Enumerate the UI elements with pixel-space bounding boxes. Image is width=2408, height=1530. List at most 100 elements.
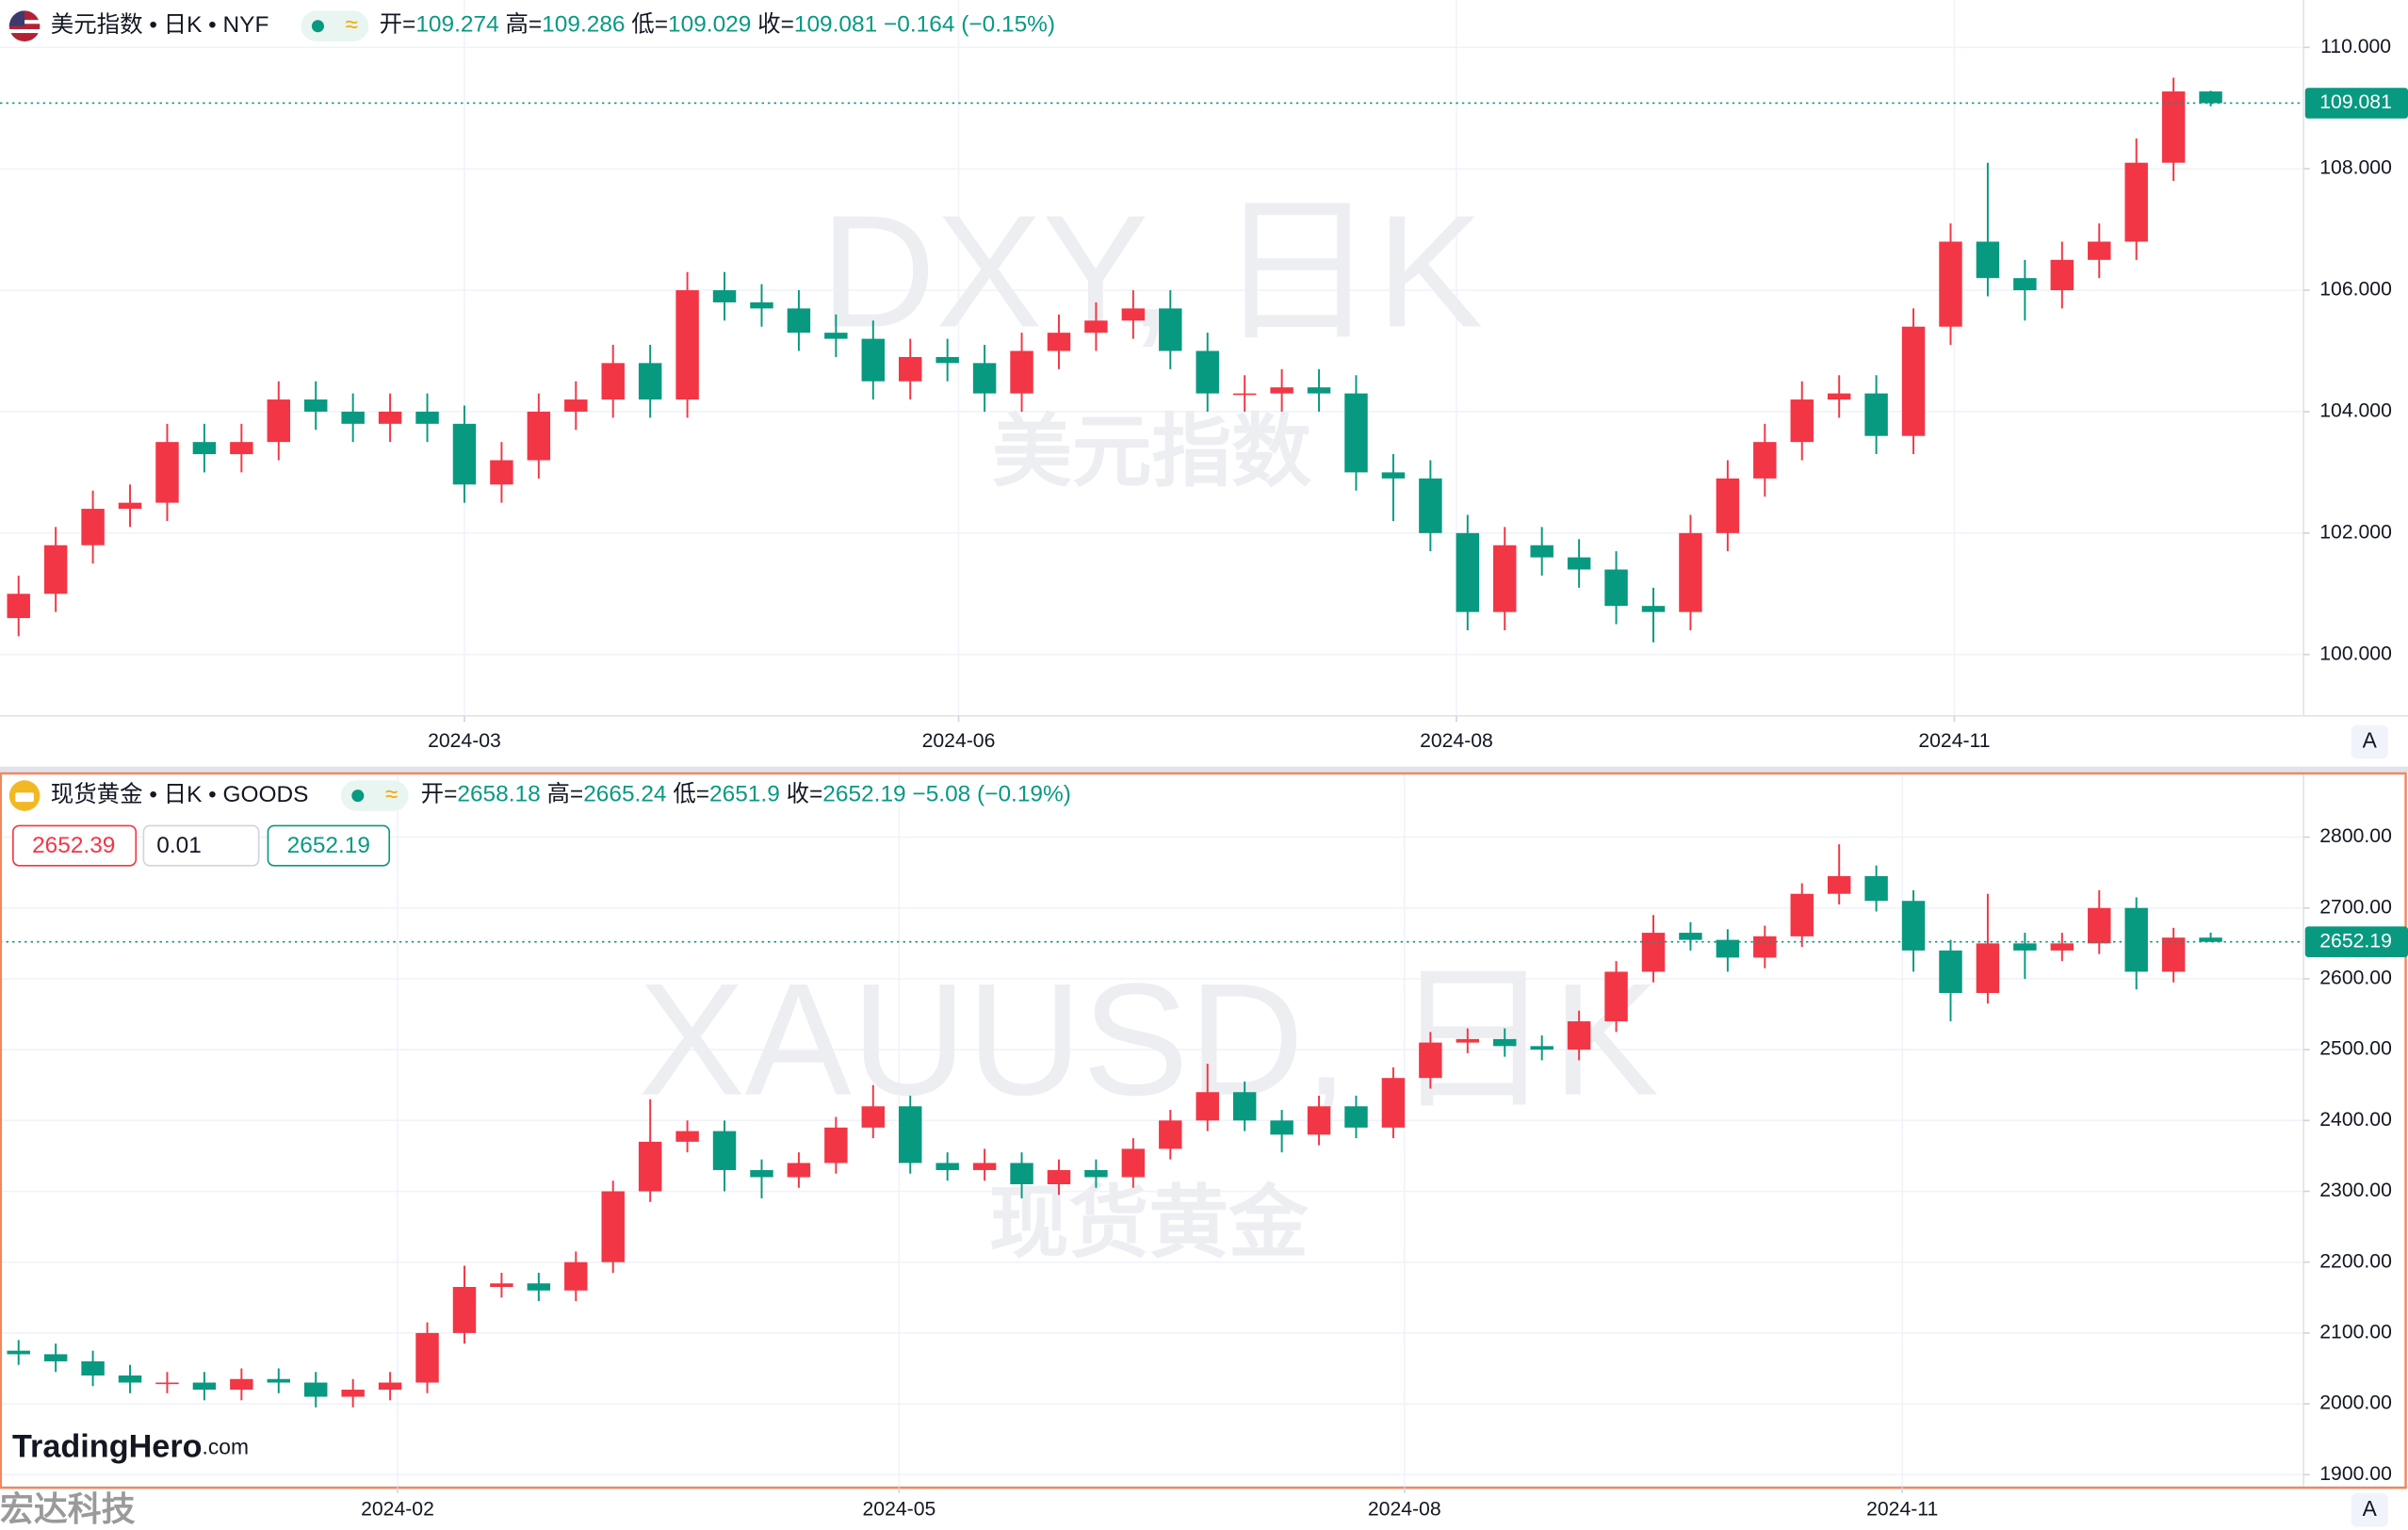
candle-body (415, 1332, 439, 1383)
candle-body (1790, 399, 1814, 443)
candle-body (1679, 933, 1702, 940)
auto-scale-button[interactable] (2351, 724, 2388, 759)
candle-body (2199, 937, 2222, 942)
candle-body (1419, 478, 1442, 533)
candle-body (1419, 1042, 1442, 1079)
candle-body (1827, 875, 1851, 894)
x-tick-label: 2024-11 (1866, 1498, 1938, 1520)
candle-body (936, 1163, 959, 1170)
candle-body (527, 1283, 551, 1291)
active-pane-border (0, 772, 2407, 1489)
candle-body (303, 1382, 328, 1397)
candle-body (192, 442, 217, 455)
ohlc-label: 开= (380, 12, 416, 38)
candle-body (1827, 393, 1851, 400)
candle-body (1047, 1169, 1071, 1184)
candle-body (1047, 333, 1071, 351)
candle-body (750, 301, 773, 309)
auto-scale-button[interactable] (2351, 1492, 2388, 1527)
ohlc-label: 开= (421, 782, 458, 807)
candle-body (564, 1261, 588, 1291)
candle-body (43, 545, 68, 594)
symbol-title[interactable]: 现货黄金 • 日K • GOODS (51, 781, 309, 807)
buy-price[interactable]: 2652.19 (287, 833, 370, 858)
candle-body (899, 356, 922, 382)
candle-body (1381, 472, 1406, 479)
candle-body (303, 399, 328, 412)
candle-body (490, 1283, 513, 1288)
candle-body (1976, 943, 2000, 993)
flag-canton (8, 10, 25, 26)
candle-body (1456, 532, 1480, 612)
candle-body (1604, 971, 1628, 1022)
candle-body (1530, 1046, 1554, 1050)
y-tick-label: 110.000 (2320, 36, 2391, 57)
candle-body (230, 1378, 253, 1391)
y-tick-label: 2800.00 (2319, 825, 2392, 847)
candle-body (341, 411, 365, 424)
candle-body (192, 1382, 217, 1391)
candle-body (972, 1163, 997, 1170)
ohlc-value: 109.286 (542, 12, 625, 38)
candle-body (1567, 1021, 1591, 1050)
ohlc-label: 高= (546, 781, 583, 807)
legend-header: 美元指数 • 日K • NYF ≈ 开=109.274 高=109.286 低=… (8, 10, 1055, 42)
candle-body (7, 1350, 30, 1355)
candle-body (750, 1169, 773, 1178)
candle-body (861, 1106, 886, 1128)
candle-body (787, 308, 811, 334)
status-pill[interactable] (340, 780, 409, 811)
ohlc-label: 收= (787, 781, 823, 807)
ohlc-label: 收= (757, 11, 794, 38)
auto-scale-label[interactable]: A (2363, 728, 2378, 753)
buy-button[interactable] (267, 824, 391, 867)
ohlc-label: 低= (631, 11, 668, 38)
candle-body (601, 1191, 625, 1262)
candle-body (2161, 937, 2186, 972)
status-pill[interactable] (301, 10, 369, 42)
candle-body (1010, 1163, 1033, 1184)
ohlc-values: 开=109.274 高=109.286 低=109.029 收=109.081 … (380, 11, 1055, 38)
pane-separator (0, 766, 2408, 773)
candle-body (675, 290, 699, 400)
y-tick-label: 108.000 (2319, 157, 2392, 179)
y-tick-label: 100.000 (2319, 643, 2392, 664)
candle-body (1901, 901, 1926, 951)
candle-body (1493, 545, 1517, 612)
sell-button[interactable] (12, 824, 138, 867)
candle-body (267, 1378, 291, 1383)
candle-body (2088, 907, 2111, 944)
y-tick-label: 2100.00 (2319, 1321, 2392, 1343)
candle-body (1939, 241, 1962, 327)
status-icon: ≈ (385, 782, 398, 807)
quantity-value[interactable]: 0.01 (156, 833, 202, 858)
symbol-title[interactable]: 美元指数 • 日K • NYF (51, 11, 269, 38)
candle-body (1270, 387, 1293, 394)
candle-body (81, 1360, 105, 1375)
y-tick-label: 2300.00 (2319, 1180, 2392, 1201)
ohlc-value: 2651.9 (709, 782, 780, 807)
candle-body (378, 411, 402, 424)
quantity-input[interactable] (142, 824, 260, 867)
candle-body (267, 399, 291, 443)
candle-body (155, 1382, 179, 1385)
candle-body (378, 1382, 402, 1391)
auto-scale-label[interactable]: A (2363, 1496, 2378, 1521)
logo-text: TradingHero (12, 1429, 203, 1465)
candle-body (899, 1106, 922, 1164)
candle-body (1753, 936, 1777, 958)
candle-body (43, 1354, 68, 1361)
candle-body (2050, 943, 2074, 951)
legend-header: 现货黄金 • 日K • GOODS ≈ 开=2658.18 高=2665.24 … (8, 780, 1071, 867)
watermark-symbol: XAUUSD, 日K (639, 951, 1659, 1129)
y-tick-label: 1900.00 (2319, 1463, 2392, 1485)
ohlc-value: 109.029 (668, 12, 751, 38)
candle-body (712, 1131, 737, 1170)
candle-body (824, 333, 848, 339)
change-value: −5.08 (912, 782, 970, 807)
last-price-box (2304, 926, 2408, 958)
sell-price[interactable]: 2652.39 (32, 833, 115, 858)
candle-body (638, 363, 662, 400)
